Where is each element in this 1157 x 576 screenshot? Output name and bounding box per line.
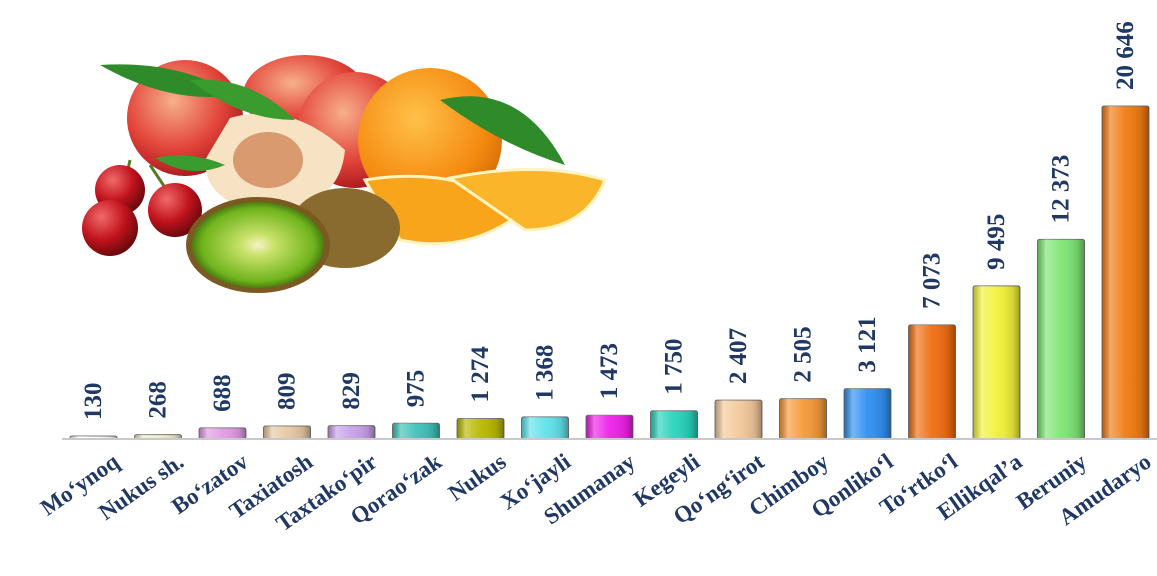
value-label-16: 20 646	[1112, 21, 1139, 90]
value-labels-group: 130 268 688 809 829 975 1 274 1 368 1 473 1 750 2 …	[80, 21, 1139, 420]
value-label-8: 1 473	[596, 343, 623, 399]
value-label-7: 1 368	[532, 345, 559, 401]
value-label-5: 975	[403, 370, 430, 408]
bar-shading-7	[521, 416, 569, 439]
bar-shading-10	[715, 400, 762, 439]
bar-shading-1	[134, 434, 182, 439]
value-label-14: 9 495	[983, 214, 1010, 270]
value-label-10: 2 407	[725, 328, 752, 384]
bar-shading-2	[199, 427, 246, 439]
value-label-6: 1 274	[467, 346, 494, 403]
bar-shading-11	[779, 398, 827, 439]
bar-shading-14	[973, 285, 1020, 439]
bars-group	[69, 105, 1150, 440]
value-label-9: 1 750	[661, 339, 688, 395]
bar-shading-5	[392, 423, 440, 439]
value-label-4: 829	[338, 372, 365, 410]
bar-shading-4	[328, 425, 375, 439]
bar-shading-9	[650, 410, 698, 439]
bar-shading-16	[1102, 106, 1149, 439]
bar-shading-6	[457, 418, 504, 439]
value-label-3: 809	[274, 372, 301, 410]
value-label-15: 12 373	[1048, 155, 1075, 224]
value-label-0: 130	[80, 383, 107, 421]
fruit-illustration	[82, 55, 607, 293]
value-label-11: 2 505	[790, 326, 817, 382]
value-label-1: 268	[145, 381, 172, 419]
bar-shading-8	[586, 415, 633, 439]
value-label-13: 7 073	[919, 253, 946, 309]
value-label-2: 688	[209, 374, 236, 412]
bar-shading-12	[844, 388, 891, 439]
bar-shading-3	[263, 425, 311, 439]
bar-shading-15	[1037, 239, 1085, 439]
bar-shading-13	[908, 324, 956, 439]
value-label-12: 3 121	[854, 316, 881, 372]
